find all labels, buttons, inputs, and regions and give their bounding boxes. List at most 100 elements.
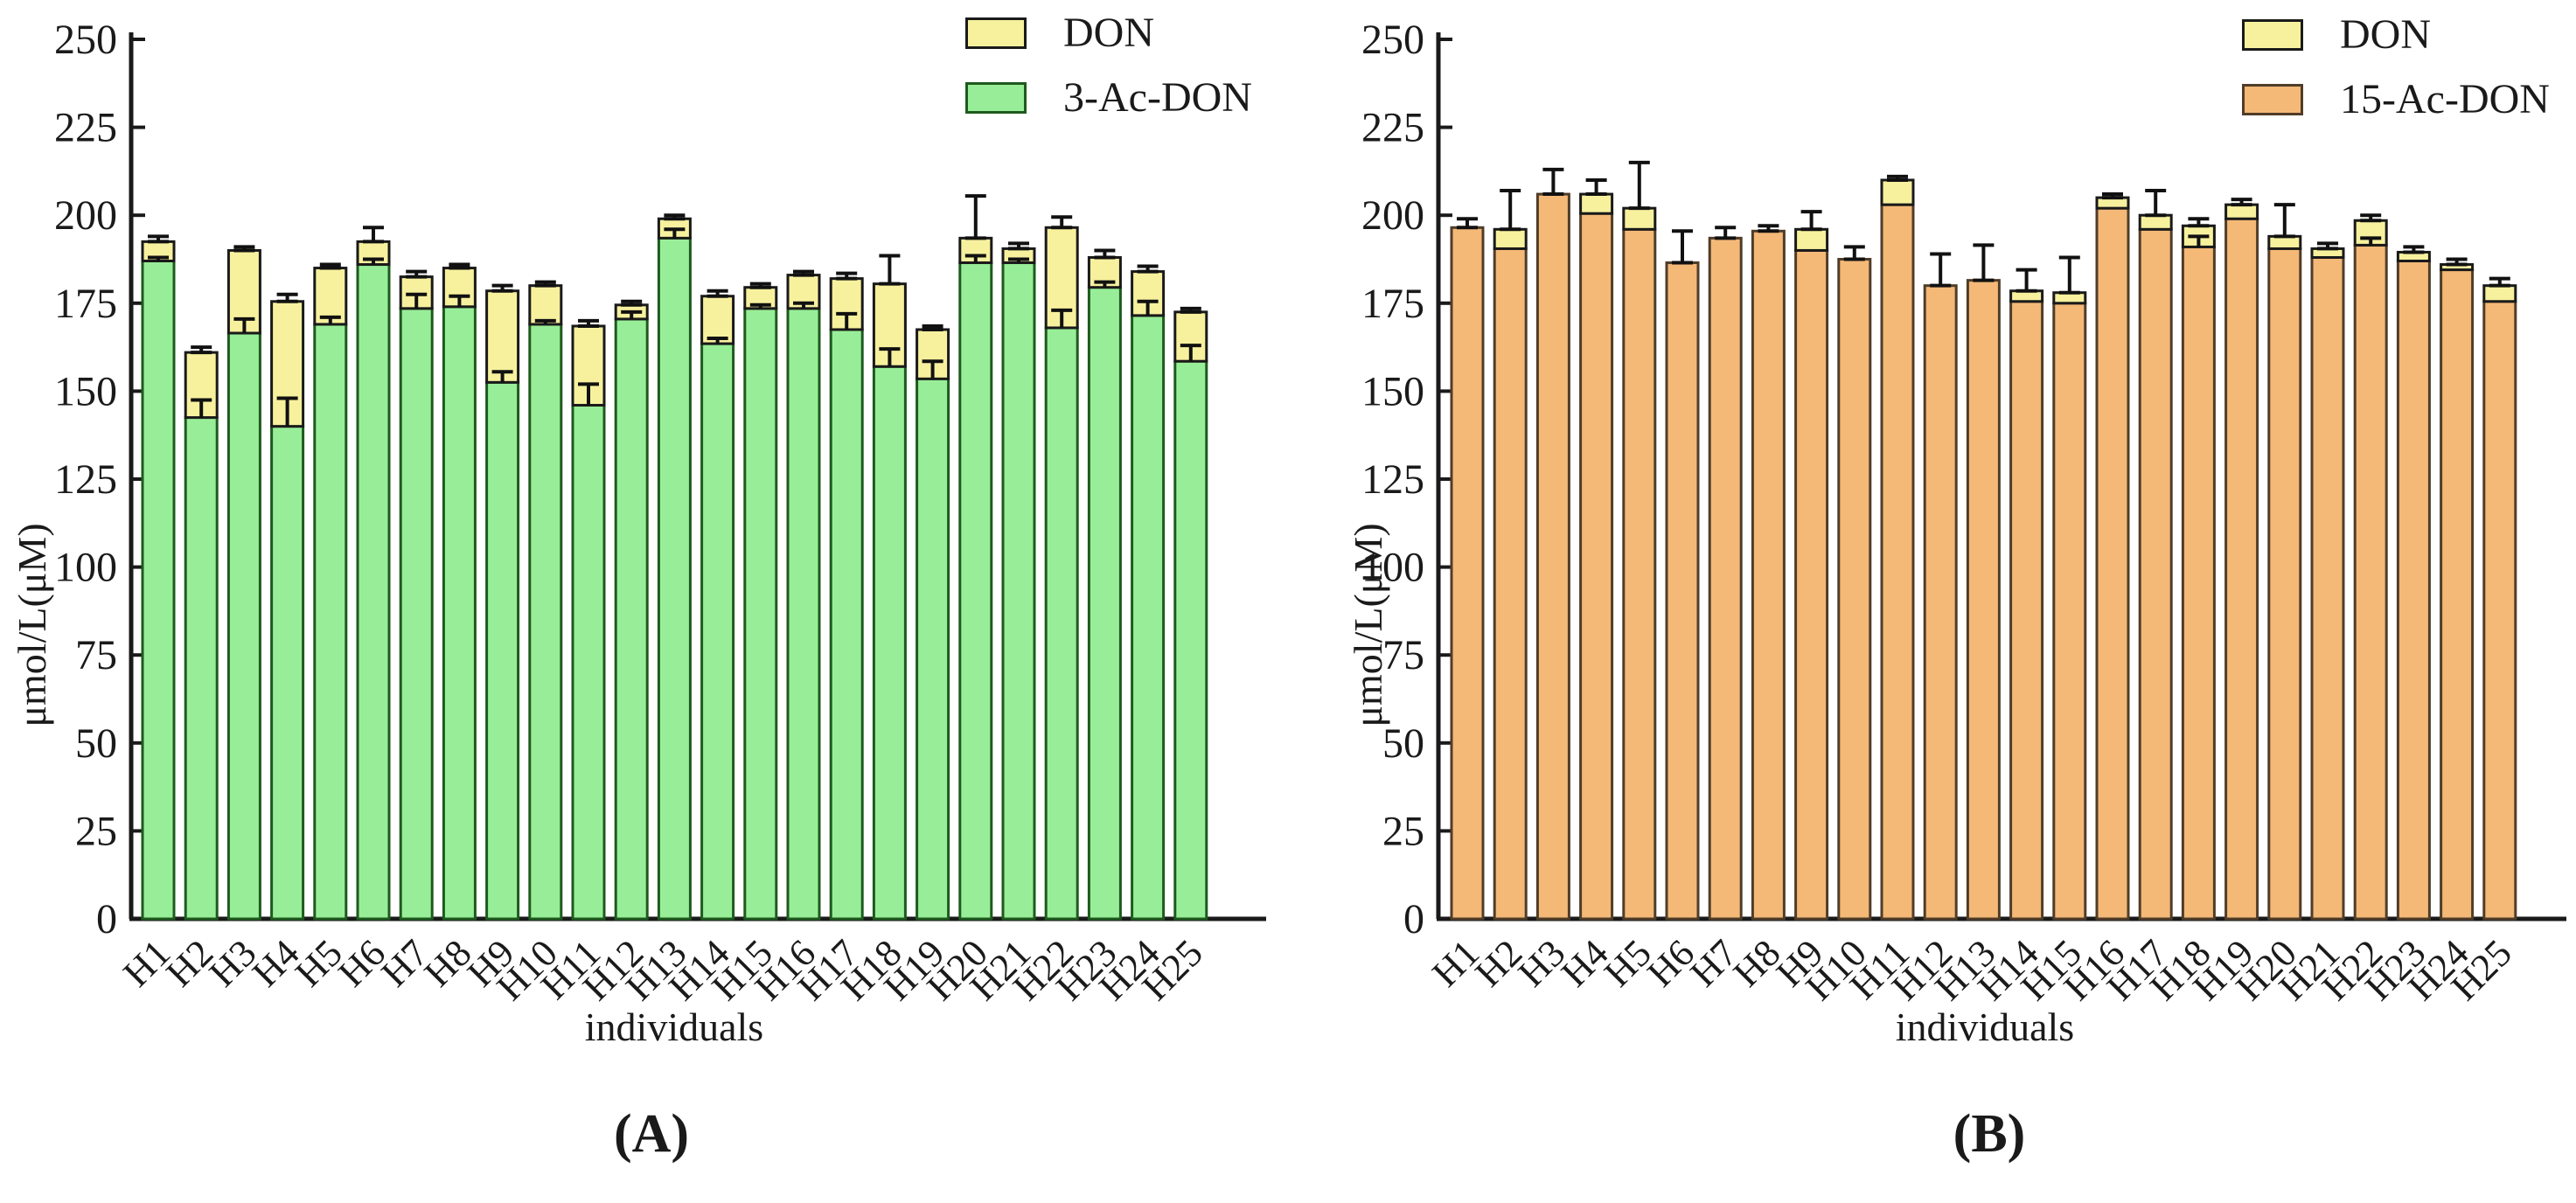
bar-h13-3-Ac-DON [657, 236, 692, 921]
bar-h2-3-Ac-DON [184, 416, 219, 921]
bar-h9-DON [485, 289, 520, 384]
bar-group-a-h7 [399, 269, 434, 921]
legend-a: DON 3-Ac-DON [965, 12, 1252, 142]
bar-h23-3-Ac-DON [1087, 286, 1122, 921]
bar-h9-DON [1794, 227, 1829, 252]
bar-group-a-h6 [356, 226, 391, 921]
bar-group-a-h14 [700, 289, 735, 921]
bar-h2-DON [1493, 227, 1528, 250]
bar-group-a-h17 [829, 271, 864, 921]
bar-group-b-h9 [1794, 210, 1829, 921]
bar-group-a-h23 [1087, 248, 1122, 921]
bar-h20-DON [2267, 234, 2302, 250]
bar-group-b-h24 [2440, 257, 2475, 921]
bar-group-a-h2 [184, 345, 219, 921]
chart-b-svg: μmol/L(μM) individuals 0 25 50 75 100 125 150 1… [1346, 17, 2566, 1049]
bar-h19-15-Ac-DON [2224, 217, 2259, 921]
bar-h16-15-Ac-DON [2095, 206, 2130, 921]
bar-h25-DON [2482, 284, 2517, 303]
y-tick-label: 75 [75, 632, 117, 678]
y-axis-label-b: μmol/L(μM) [1346, 523, 1390, 727]
y-tick-label: 250 [1361, 17, 1424, 63]
y-tick-label: 150 [54, 368, 117, 414]
bar-h11-15-Ac-DON [1880, 203, 1915, 921]
bar-group-b-h15 [2052, 255, 2087, 921]
bar-group-b-h1 [1450, 217, 1485, 921]
bar-h1-3-Ac-DON [141, 260, 176, 921]
bar-group-a-h11 [571, 318, 606, 921]
legend-item-don: DON [965, 12, 1252, 54]
bar-h20-3-Ac-DON [958, 261, 993, 921]
y-tick-label: 125 [1361, 456, 1424, 503]
caption-b: (B) [1953, 1104, 2026, 1164]
bar-h15-15-Ac-DON [2052, 302, 2087, 921]
bar-h22-3-Ac-DON [1044, 326, 1079, 921]
bar-h4-15-Ac-DON [1579, 212, 1614, 921]
y-tick-label: 75 [1382, 632, 1424, 678]
bar-h12-15-Ac-DON [1923, 284, 1958, 921]
bar-h11-3-Ac-DON [571, 403, 606, 921]
bar-h8-3-Ac-DON [442, 305, 477, 921]
bar-group-a-h18 [872, 254, 907, 921]
y-tick-label: 0 [1403, 896, 1424, 942]
x-axis-label-b: individuals [1896, 1005, 2074, 1049]
y-tick-label: 200 [1361, 192, 1424, 239]
y-tick-label: 225 [54, 105, 117, 151]
legend-b: DON 15-Ac-DON [2242, 14, 2550, 143]
panel-a: μmol/L(μM) individuals 0 25 50 75 100 125 150 1… [10, 12, 1266, 1164]
bar-h10-15-Ac-DON [1837, 258, 1872, 921]
bar-group-a-h19 [916, 323, 950, 921]
bar-h14-3-Ac-DON [700, 342, 735, 921]
bar-h20-15-Ac-DON [2267, 247, 2302, 921]
bar-group-a-h16 [786, 269, 821, 921]
bar-group-a-h8 [442, 262, 477, 921]
legend-item-don: DON [2242, 14, 2550, 56]
bar-group-a-h20 [958, 194, 993, 921]
y-tick-label: 250 [54, 17, 117, 63]
bar-h25-15-Ac-DON [2482, 300, 2517, 921]
bar-h17-DON [2138, 213, 2173, 231]
bar-group-a-h12 [614, 299, 649, 921]
bar-group-b-h16 [2095, 192, 2130, 921]
bar-group-b-h11 [1880, 174, 1915, 921]
bar-group-b-h4 [1579, 177, 1614, 921]
bar-group-b-h7 [1708, 226, 1743, 921]
bar-group-b-h6 [1665, 229, 1700, 921]
bar-h24-15-Ac-DON [2440, 268, 2475, 921]
chart-b-plot-area: 0255075100125150175200225250H1H2H3H4H5H6… [1361, 17, 2566, 1009]
y-tick-label: 25 [1382, 808, 1424, 854]
bar-group-b-h8 [1751, 224, 1786, 921]
bar-group-b-h2 [1493, 189, 1528, 921]
bar-h17-15-Ac-DON [2138, 227, 2173, 921]
bar-h9-3-Ac-DON [485, 380, 520, 921]
bar-group-a-h13 [657, 213, 692, 921]
bar-h6-3-Ac-DON [356, 263, 391, 921]
panel-b: μmol/L(μM) individuals 0 25 50 75 100 125 150 1… [1338, 0, 2576, 1203]
bar-h14-15-Ac-DON [2009, 300, 2044, 921]
bar-h21-15-Ac-DON [2310, 255, 2345, 921]
bar-h5-15-Ac-DON [1622, 227, 1657, 921]
bar-h18-3-Ac-DON [872, 365, 907, 921]
bar-h19-3-Ac-DON [916, 377, 950, 921]
bar-h15-3-Ac-DON [743, 307, 778, 921]
legend-swatch-3-ac-don [965, 82, 1027, 114]
bar-group-b-h3 [1535, 167, 1570, 921]
bar-group-b-h22 [2353, 213, 2388, 921]
bar-h2-15-Ac-DON [1493, 247, 1528, 921]
y-tick-label: 175 [54, 281, 117, 327]
legend-label-don: DON [2340, 11, 2431, 58]
legend-label-don: DON [1063, 10, 1154, 56]
bar-h10-DON [528, 284, 563, 326]
bar-group-b-h14 [2009, 268, 2044, 921]
bar-group-a-h21 [1001, 241, 1036, 921]
bar-h16-3-Ac-DON [786, 307, 821, 921]
bar-group-a-h4 [270, 292, 305, 921]
y-tick-label: 0 [96, 896, 117, 942]
bar-group-a-h1 [141, 234, 176, 921]
bar-h14-DON [700, 295, 735, 345]
bar-group-b-h23 [2396, 245, 2431, 921]
bar-h5-DON [1622, 206, 1657, 231]
y-tick-label: 50 [1382, 720, 1424, 767]
legend-swatch-don [2242, 19, 2303, 51]
y-tick-label: 25 [75, 808, 117, 854]
